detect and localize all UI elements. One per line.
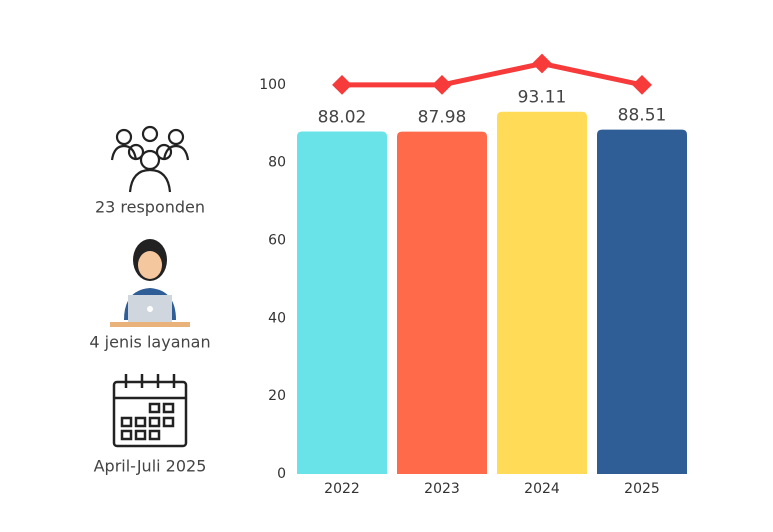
- x-tick-label: 2022: [324, 481, 360, 497]
- y-tick-label: 80: [268, 155, 286, 171]
- value-label: 88.51: [618, 106, 667, 126]
- x-tick-label: 2025: [624, 481, 660, 497]
- agent-icon: [110, 239, 190, 327]
- annotation: 23 responden: [95, 198, 205, 217]
- y-tick-label: 20: [268, 388, 286, 404]
- line: [342, 60, 643, 88]
- y-tick-label: 60: [268, 233, 286, 249]
- line-marker: [432, 75, 452, 95]
- annotation: April-Juli 2025: [94, 457, 207, 476]
- x-tick-label: 2023: [424, 481, 460, 497]
- value-label: 93.11: [518, 88, 567, 108]
- bar: [297, 131, 387, 474]
- bar: [597, 129, 687, 474]
- bar: [397, 131, 487, 475]
- annotation: 4 jenis layanan: [89, 333, 210, 352]
- line-marker: [632, 75, 652, 95]
- calendar-icon: [112, 374, 188, 448]
- y-tick-label: 0: [277, 466, 286, 482]
- line-marker: [332, 75, 352, 95]
- value-label: 87.98: [418, 108, 467, 128]
- value-label: 88.02: [318, 108, 367, 128]
- bar: [497, 111, 587, 474]
- line-marker: [532, 53, 552, 74]
- people-icon: [110, 125, 190, 193]
- y-tick-label: 100: [259, 77, 286, 93]
- y-tick-label: 40: [268, 310, 286, 326]
- x-tick-label: 2024: [524, 481, 560, 497]
